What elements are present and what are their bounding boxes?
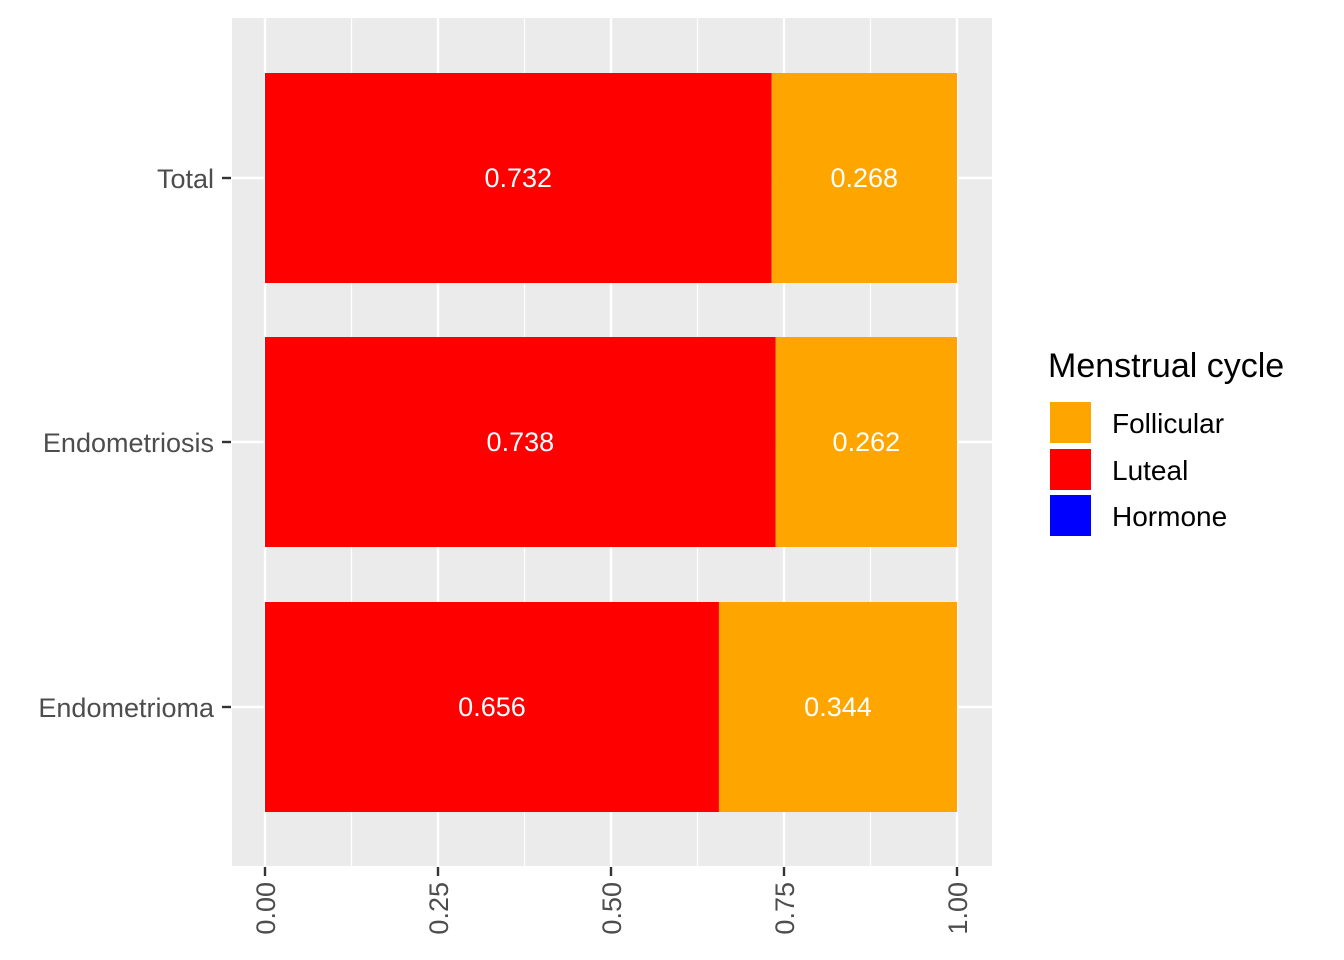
- y-tick-label: Total: [157, 164, 214, 194]
- x-tick-label: 0.50: [597, 882, 627, 935]
- legend-entries: Follicular Luteal Hormone: [1048, 400, 1227, 538]
- y-axis: Total Endometriosis Endometrioma: [38, 164, 231, 723]
- bars: [265, 73, 957, 812]
- bar-label-luteal-endometriosis: 0.738: [487, 427, 555, 457]
- bar-label-follicular-endometrioma: 0.344: [804, 692, 872, 722]
- y-tick-label: Endometriosis: [43, 428, 214, 458]
- bar-label-luteal-total: 0.732: [484, 163, 552, 193]
- legend-label-hormone: Hormone: [1112, 501, 1227, 532]
- legend-key-luteal: [1048, 447, 1093, 492]
- bar-follicular-total: [771, 73, 957, 283]
- bar-luteal-endometrioma: [265, 602, 719, 812]
- bar-luteal-total: [265, 73, 772, 283]
- legend-title: Menstrual cycle: [1048, 347, 1284, 385]
- legend-key-follicular: [1048, 400, 1093, 445]
- legend-label-luteal: Luteal: [1112, 455, 1188, 486]
- legend-label-follicular: Follicular: [1112, 408, 1224, 439]
- y-tick-label: Endometrioma: [38, 693, 215, 723]
- x-tick-label: 0.75: [770, 882, 800, 935]
- x-tick-label: 1.00: [943, 882, 973, 935]
- bar-follicular-endometrioma: [718, 602, 957, 812]
- x-tick-label: 0.00: [251, 882, 281, 935]
- x-tick-label: 0.25: [424, 882, 454, 935]
- legend: Menstrual cycle Follicular Luteal Hormone: [1048, 347, 1284, 538]
- bar-labels: 0.732 0.268 0.738 0.262 0.656 0.344: [458, 163, 900, 722]
- bar-luteal-endometriosis: [265, 337, 776, 547]
- legend-key-hormone: [1048, 493, 1093, 538]
- bar-label-follicular-endometriosis: 0.262: [833, 427, 901, 457]
- bar-label-follicular-total: 0.268: [830, 163, 898, 193]
- x-axis: 0.00 0.25 0.50 0.75 1.00: [251, 867, 973, 935]
- bar-follicular-endometriosis: [775, 337, 957, 547]
- bar-label-luteal-endometrioma: 0.656: [458, 692, 526, 722]
